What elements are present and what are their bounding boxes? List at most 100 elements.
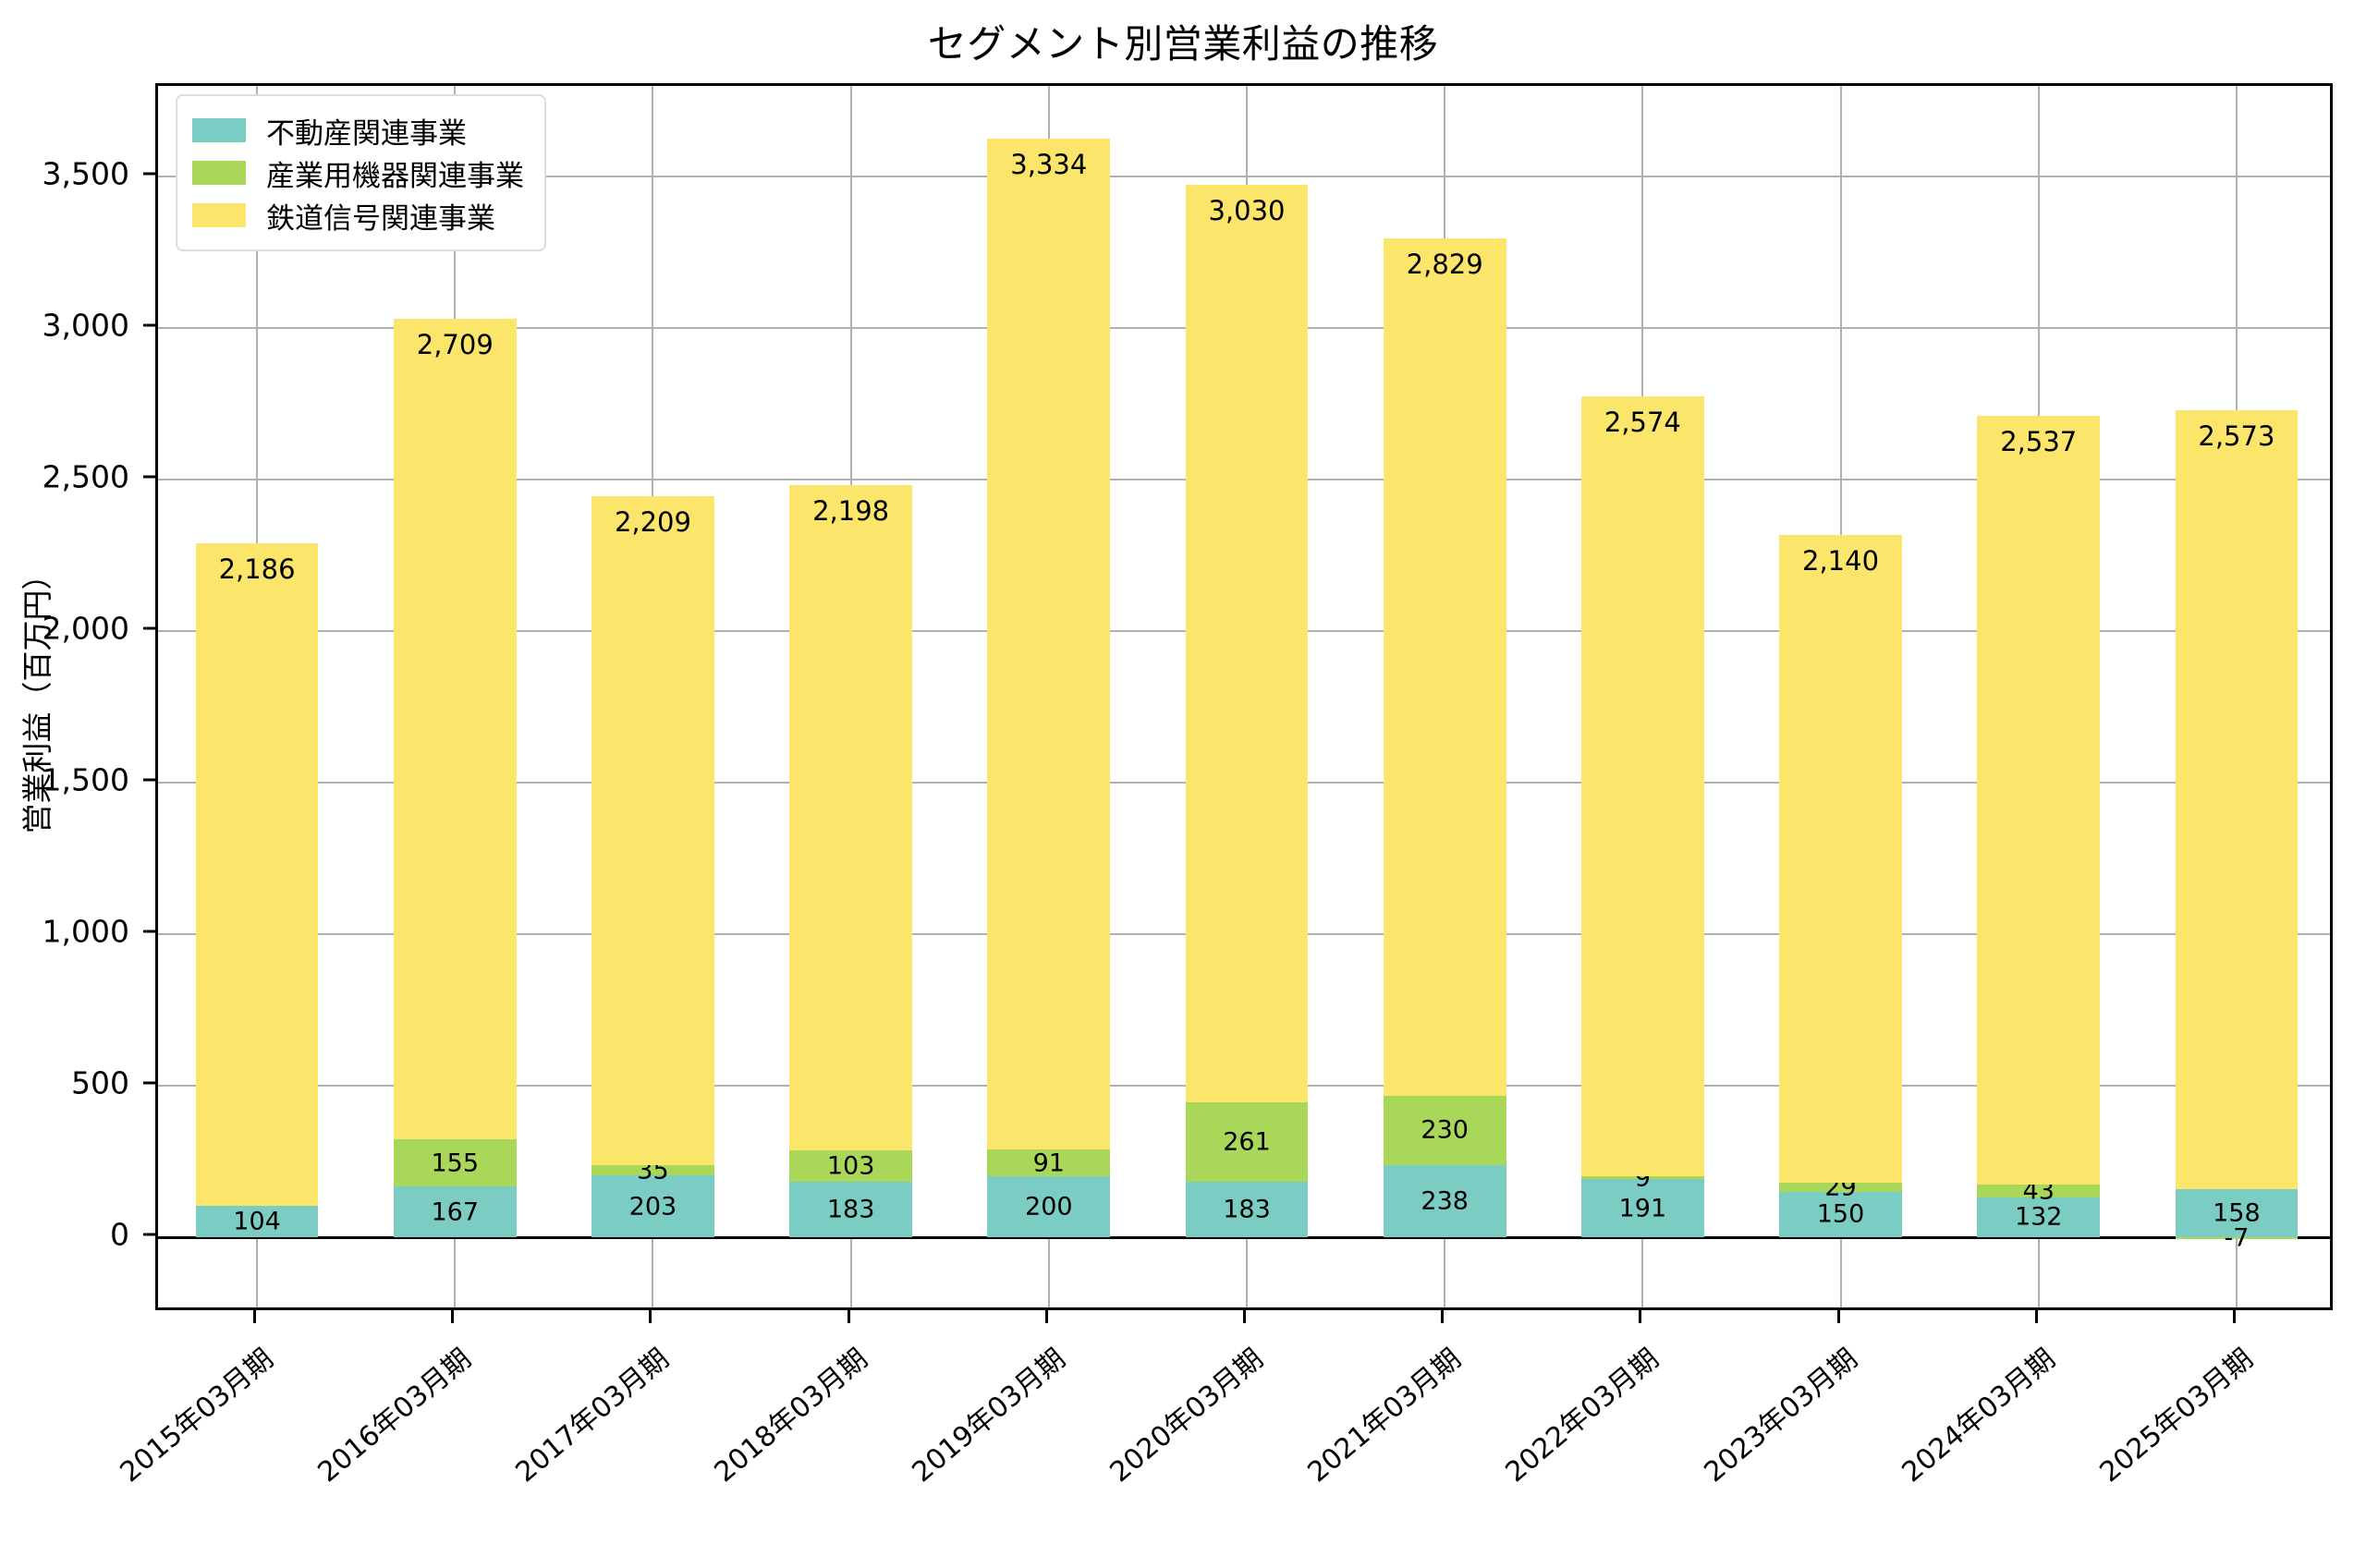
bar-value-label: 203 xyxy=(628,1192,677,1222)
bar-value-label: -7 xyxy=(2224,1223,2250,1253)
x-tick-mark xyxy=(1639,1310,1642,1323)
plot-area: 104 2,186 167 155 2,709 203 35 2,209 183 103 2,198… xyxy=(155,83,2333,1310)
y-tick-mark xyxy=(143,475,155,479)
bar-segment[interactable] xyxy=(2175,1237,2299,1240)
x-tick-label: 2015年03月期 xyxy=(114,1343,280,1489)
bar-segment[interactable] xyxy=(1779,534,1902,1184)
bar-segment[interactable] xyxy=(1185,184,1309,1103)
bar-value-label: 2,574 xyxy=(1604,407,1681,439)
bar-value-label: 103 xyxy=(826,1151,875,1181)
y-tick-mark xyxy=(143,323,155,327)
x-tick-mark xyxy=(2232,1310,2236,1323)
x-tick-label: 2017年03月期 xyxy=(509,1343,677,1489)
bar-segment[interactable] xyxy=(1779,1183,1902,1192)
bar-value-label: 238 xyxy=(1421,1186,1469,1216)
plot-inner: 104 2,186 167 155 2,709 203 35 2,209 183 103 2,198… xyxy=(158,86,2330,1307)
bar-segment[interactable] xyxy=(1185,1182,1309,1238)
bar-segment[interactable] xyxy=(2175,409,2299,1190)
bar-segment[interactable] xyxy=(1580,396,1704,1177)
x-tick-label: 2023年03月期 xyxy=(1697,1343,1864,1489)
y-tick-label: 0 xyxy=(110,1216,129,1253)
y-tick-label: 500 xyxy=(71,1064,129,1101)
bar-segment[interactable] xyxy=(1185,1102,1309,1182)
y-tick-label: 2,500 xyxy=(42,458,129,495)
bar-segment[interactable] xyxy=(987,1149,1111,1177)
bar-segment[interactable] xyxy=(1977,415,2101,1185)
bar-value-label: 2,709 xyxy=(416,329,494,361)
x-tick-mark xyxy=(1044,1310,1048,1323)
x-tick-label: 2024年03月期 xyxy=(1896,1343,2062,1489)
y-tick-label: 3,000 xyxy=(42,307,129,344)
y-tick-mark xyxy=(143,1233,155,1236)
bar-segment[interactable] xyxy=(1977,1184,2101,1197)
bar-segment[interactable] xyxy=(789,1150,913,1182)
x-tick-label: 2022年03月期 xyxy=(1499,1343,1665,1489)
bar-segment[interactable] xyxy=(1383,1164,1506,1237)
y-tick-label: 1,000 xyxy=(42,913,129,950)
y-tick-mark xyxy=(143,1081,155,1085)
bar-segment[interactable] xyxy=(195,543,319,1206)
bar-segment[interactable] xyxy=(592,1164,714,1176)
bar-segment[interactable] xyxy=(1779,1191,1902,1237)
legend-swatch-icon xyxy=(192,118,246,142)
bar-value-label: 2,186 xyxy=(218,553,296,586)
bar-segment[interactable] xyxy=(1977,1197,2101,1238)
legend-item[interactable]: 鉄道信号関連事業 xyxy=(192,194,524,237)
bar-value-label: 132 xyxy=(2014,1202,2063,1232)
bar-segment[interactable] xyxy=(195,1205,319,1238)
bar-value-label: 158 xyxy=(2213,1198,2261,1228)
bar-value-label: 91 xyxy=(1032,1149,1065,1178)
bar-value-label: 261 xyxy=(1223,1127,1271,1157)
bar-value-label: 2,537 xyxy=(2000,425,2078,457)
bar-segment[interactable] xyxy=(393,1139,517,1187)
bar-segment[interactable] xyxy=(789,484,913,1151)
y-tick-mark xyxy=(143,778,155,782)
bar-value-label: 230 xyxy=(1421,1115,1469,1145)
y-tick-mark xyxy=(143,626,155,630)
bar-value-label: 191 xyxy=(1618,1194,1667,1223)
y-tick-label: 1,500 xyxy=(42,761,129,798)
bar-segment[interactable] xyxy=(393,1186,517,1237)
y-tick-label: 2,000 xyxy=(42,610,129,647)
bar-segment[interactable] xyxy=(987,139,1111,1149)
x-tick-mark xyxy=(2034,1310,2038,1323)
zero-baseline xyxy=(158,1236,2330,1240)
bar-segment[interactable] xyxy=(592,495,714,1165)
bar-segment[interactable] xyxy=(592,1175,714,1238)
y-tick-mark xyxy=(143,172,155,176)
bar-value-label: 150 xyxy=(1816,1199,1865,1229)
bar-value-label: 2,829 xyxy=(1406,248,1483,280)
bar-segment[interactable] xyxy=(1383,237,1506,1096)
x-tick-label: 2020年03月期 xyxy=(1104,1343,1270,1489)
bar-segment[interactable] xyxy=(393,319,517,1140)
bar-segment[interactable] xyxy=(1383,1095,1506,1165)
x-tick-label: 2016年03月期 xyxy=(311,1343,478,1489)
bar-segment[interactable] xyxy=(789,1182,913,1238)
x-tick-mark xyxy=(1441,1310,1445,1323)
bar-segment[interactable] xyxy=(2175,1189,2299,1237)
legend-item-label: 不動産関連事業 xyxy=(266,116,467,151)
bar-value-label: 2,140 xyxy=(1802,544,1880,577)
x-tick-label: 2018年03月期 xyxy=(708,1343,874,1489)
bar-value-label: 104 xyxy=(233,1207,281,1236)
legend-item[interactable]: 不動産関連事業 xyxy=(192,109,524,152)
y-tick-mark xyxy=(143,930,155,933)
y-tick-label: 3,500 xyxy=(42,155,129,192)
bar-value-label: 3,030 xyxy=(1208,194,1286,226)
bar-value-label: 183 xyxy=(1223,1195,1271,1224)
bar-value-label: 200 xyxy=(1025,1192,1073,1222)
legend-item[interactable]: 産業用機器関連事業 xyxy=(192,152,524,194)
bar-value-label: 2,573 xyxy=(2198,419,2275,452)
bar-segment[interactable] xyxy=(1580,1176,1704,1180)
x-tick-label: 2025年03月期 xyxy=(2093,1343,2260,1489)
legend-swatch-icon xyxy=(192,203,246,227)
x-tick-mark xyxy=(253,1310,257,1323)
x-tick-label: 2019年03月期 xyxy=(906,1343,1072,1489)
bar-segment[interactable] xyxy=(987,1176,1111,1238)
bar-value-label: 2,209 xyxy=(614,505,691,538)
legend-swatch-icon xyxy=(192,161,246,185)
bar-segment[interactable] xyxy=(1580,1179,1704,1238)
legend-item-label: 産業用機器関連事業 xyxy=(266,159,524,193)
chart-legend: 不動産関連事業産業用機器関連事業 鉄道信号関連事業 xyxy=(176,94,546,251)
gridline-horizontal xyxy=(158,176,2330,178)
